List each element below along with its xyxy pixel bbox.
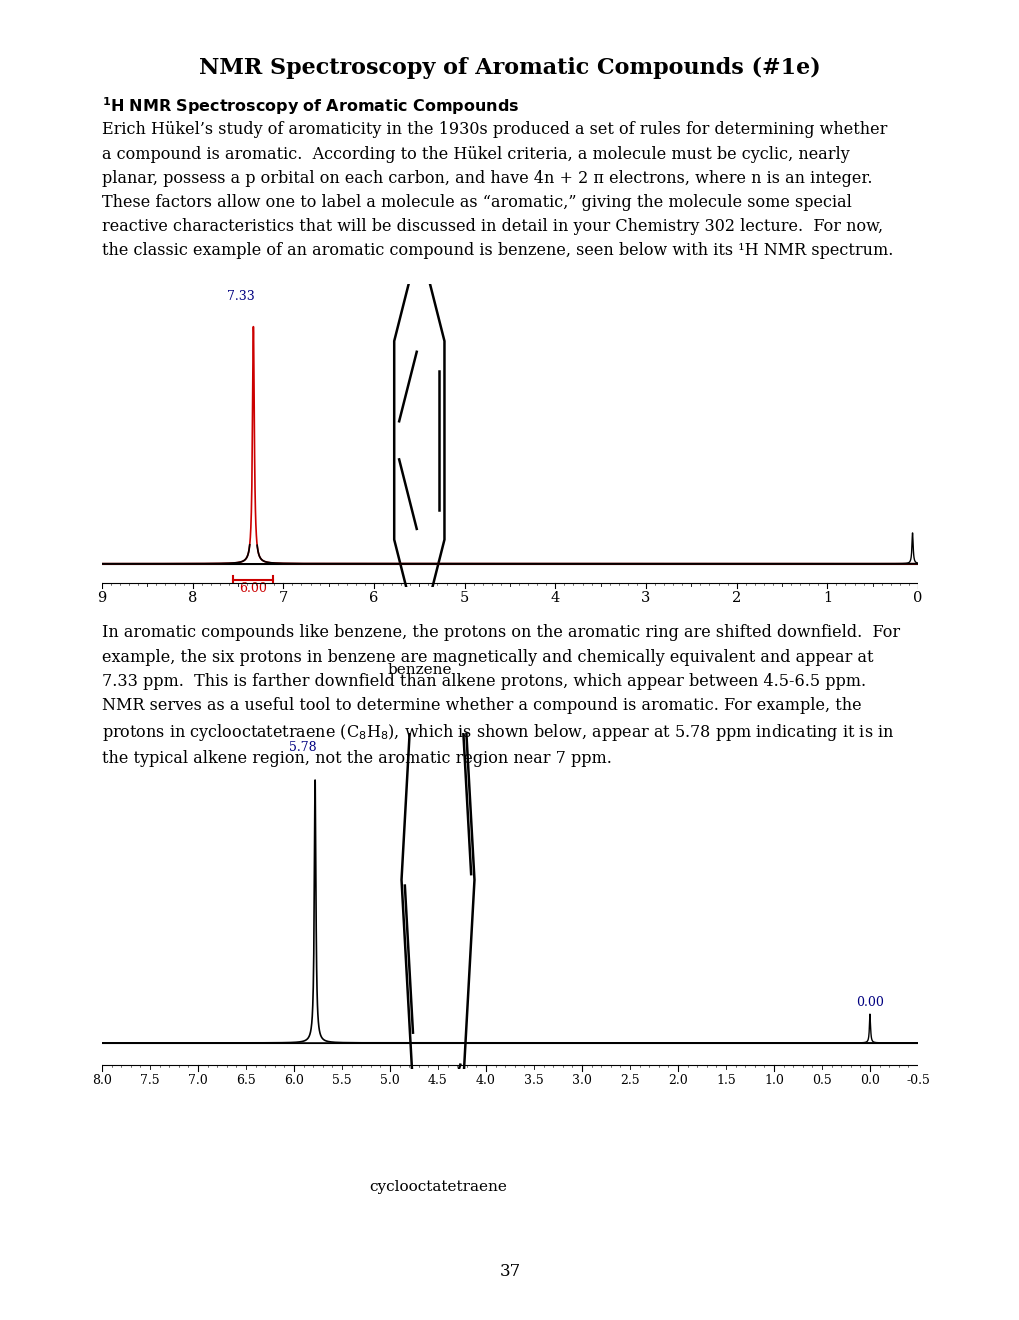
Text: 8.0: 8.0 [92,1073,112,1086]
Text: 0.0: 0.0 [859,1073,879,1086]
Text: 1: 1 [822,591,832,605]
Text: NMR Spectroscopy of Aromatic Compounds (#1e): NMR Spectroscopy of Aromatic Compounds (… [199,57,820,79]
Text: 0.00: 0.00 [855,995,883,1008]
Text: benzene: benzene [386,663,451,677]
Text: 4.0: 4.0 [476,1073,495,1086]
Text: cyclooctatetraene: cyclooctatetraene [369,1180,506,1193]
Text: -0.5: -0.5 [905,1073,929,1086]
Text: 5.0: 5.0 [380,1073,399,1086]
Text: $\mathbf{^1}$$\mathbf{H\ NMR\ Spectroscopy\ of\ Aromatic\ Compounds}$: $\mathbf{^1}$$\mathbf{H\ NMR\ Spectrosco… [102,95,519,116]
Text: 8: 8 [187,591,197,605]
Text: 37: 37 [499,1263,520,1280]
Text: 1.5: 1.5 [715,1073,735,1086]
Text: 2.0: 2.0 [667,1073,687,1086]
Text: 7: 7 [278,591,287,605]
Text: 1.0: 1.0 [763,1073,784,1086]
Text: 4: 4 [550,591,559,605]
Text: 6.0: 6.0 [283,1073,304,1086]
Text: In aromatic compounds like benzene, the protons on the aromatic ring are shifted: In aromatic compounds like benzene, the … [102,624,899,767]
Text: 6.5: 6.5 [235,1073,256,1086]
Text: 6.00: 6.00 [239,582,267,595]
Text: 2: 2 [732,591,741,605]
Text: 7.33: 7.33 [227,290,255,302]
Text: 3: 3 [641,591,650,605]
Text: 0.5: 0.5 [811,1073,832,1086]
Text: 3.0: 3.0 [572,1073,591,1086]
Text: 4.5: 4.5 [428,1073,447,1086]
Text: Erich Hükel’s study of aromaticity in the 1930s produced a set of rules for dete: Erich Hükel’s study of aromaticity in th… [102,121,893,259]
Text: 7.0: 7.0 [187,1073,208,1086]
Text: 5.5: 5.5 [332,1073,352,1086]
Text: 0: 0 [912,591,922,605]
Text: 2.5: 2.5 [620,1073,639,1086]
Text: 7.5: 7.5 [140,1073,160,1086]
Text: 5: 5 [460,591,469,605]
Text: 5.78: 5.78 [289,741,317,754]
Text: 6: 6 [369,591,378,605]
Text: 9: 9 [97,591,107,605]
Text: 3.5: 3.5 [524,1073,543,1086]
